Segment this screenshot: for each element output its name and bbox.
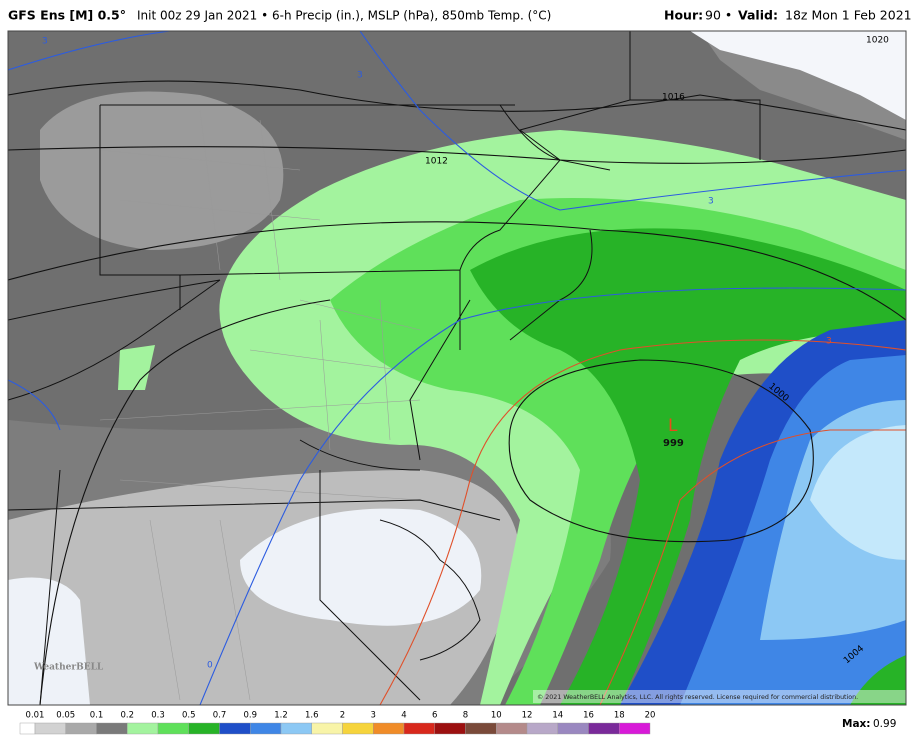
copyright: © 2021 WeatherBELL Analytics, LLC. All r… [537,693,858,701]
legend-label: 0.1 [90,711,104,721]
legend-label: 1.6 [305,711,319,721]
map: 1020 1016 1012 1000 1004 3 3 3 3 0 L 999… [8,31,906,705]
color-swatch [157,722,189,735]
isobar [508,359,814,543]
legend: 0.01 0.05 0.1 0.2 0.3 0.5 0.7 0.9 1.2 1.6 2 3 4 6 8 10 1… [19,711,656,735]
low-pressure: 999 [663,438,684,449]
color-swatch [526,722,558,735]
precip-heavy [850,655,906,705]
valid-label: Valid: [738,8,778,23]
temp-label: 3 [708,197,714,207]
isobar-label: 1012 [425,157,448,167]
temp-contour [599,429,906,705]
color-swatch [373,722,405,735]
pale-field [8,577,90,705]
gray-field [40,91,284,251]
pale-field [240,508,482,626]
precip-lightest-blue [810,425,906,560]
temp-label: 3 [357,71,363,81]
color-swatch [465,722,497,735]
legend-label: 4 [401,711,406,721]
precip-light [118,345,155,390]
max-label: Max: [842,718,871,730]
county-lines [99,109,421,701]
color-swatch [219,722,251,735]
legend-label: 16 [583,711,594,721]
temp-label: 0 [207,661,213,671]
color-swatch [19,722,36,735]
temp-label: 3 [826,337,832,347]
max-value: 0.99 [873,718,896,730]
color-swatch [34,722,66,735]
legend-label: 1.2 [274,711,288,721]
isobar [39,299,331,705]
temp-contour [379,339,906,705]
pale-field [690,31,906,120]
low-symbol: L [668,416,678,436]
state-borders [8,31,761,705]
hour: 90 • [705,8,732,23]
isobar [8,80,906,131]
legend-label: 8 [463,711,468,721]
legend-label: 6 [432,711,437,721]
legend-label: 0.05 [56,711,75,721]
logo: WeatherBELL [33,663,104,673]
description: Init 00z 29 Jan 2021 • 6-h Precip (in.),… [137,9,551,23]
valid: 18z Mon 1 Feb 2021 [785,8,912,23]
color-swatch [496,722,528,735]
color-swatch [311,722,343,735]
legend-label: 0.3 [151,711,165,721]
precip-heavy [470,228,906,705]
model-name: GFS Ens [M] 0.5° [8,8,126,23]
color-swatch [65,722,97,735]
color-swatch [342,722,374,735]
temp-contour [8,379,61,431]
copyright-box [533,690,906,703]
legend-label: 0.7 [213,711,227,721]
isobar-label: 1016 [662,93,685,103]
isobar [8,146,906,164]
temp-contour [8,31,906,211]
color-swatch [434,722,466,735]
legend-label: 0.2 [120,711,134,721]
temp-label: 3 [42,37,48,47]
legend-label: 12 [522,711,533,721]
legend-label: 18 [614,711,625,721]
legend-label: 2 [340,711,345,721]
legend-label: 3 [371,711,376,721]
map-frame [7,30,907,706]
color-swatch [588,722,620,735]
isobar-label: 1020 [866,36,889,46]
color-swatch [557,722,589,735]
color-swatch [619,722,651,735]
coastline [379,519,481,661]
legend-label: 20 [645,711,656,721]
legend-label: 0.5 [182,711,196,721]
color-swatch [250,722,282,735]
color-swatch [403,722,435,735]
hour-label: Hour: [664,8,703,23]
color-swatch [188,722,220,735]
temp-contour [199,287,906,705]
color-swatch [127,722,159,735]
color-swatch [280,722,312,735]
legend-label: 10 [491,711,502,721]
legend-label: 0.9 [243,711,257,721]
isobar [8,221,906,321]
legend-label: 14 [552,711,563,721]
color-swatch [96,722,128,735]
legend-label: 0.01 [26,711,45,721]
